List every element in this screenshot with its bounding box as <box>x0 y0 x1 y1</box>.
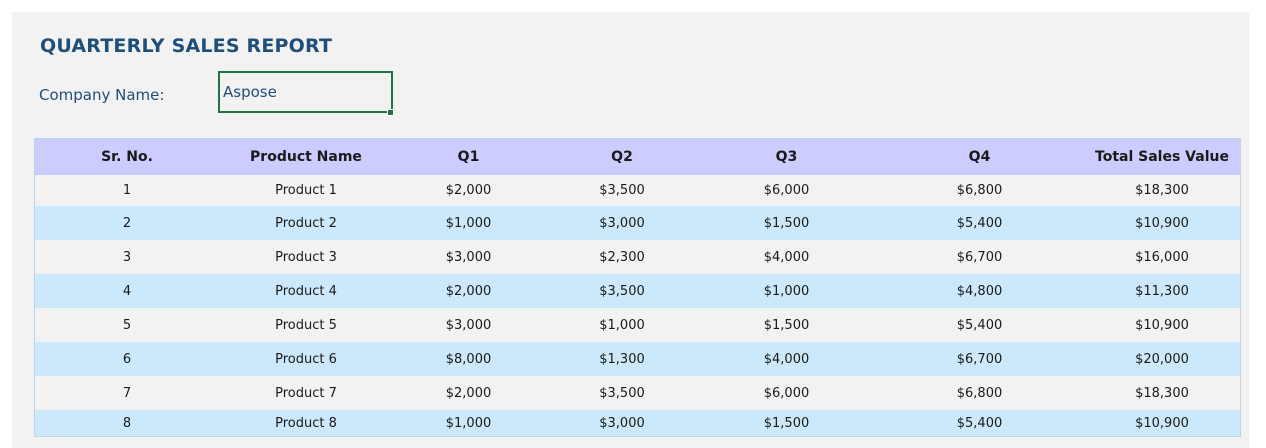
product-name-cell[interactable]: Product 3 <box>219 240 393 274</box>
q2-cell[interactable]: $3,000 <box>544 410 700 436</box>
column-header-q2[interactable]: Q2 <box>544 139 700 175</box>
table-row: 1 Product 1 $2,000 $3,500 $6,000 $6,800 $18,30… <box>35 175 1240 206</box>
product-name-cell[interactable]: Product 2 <box>219 206 393 240</box>
sales-table: Sr. No. Product Name Q1 Q2 Q3 Q4 Total S… <box>34 138 1241 437</box>
q3-cell[interactable]: $6,000 <box>700 376 873 410</box>
total-sales-cell[interactable]: $18,300 <box>1076 376 1240 410</box>
column-header-product-name[interactable]: Product Name <box>219 139 393 175</box>
q4-cell[interactable]: $6,700 <box>873 342 1076 376</box>
q4-cell[interactable]: $5,400 <box>873 206 1076 240</box>
q4-cell[interactable]: $5,400 <box>873 410 1076 436</box>
total-sales-cell[interactable]: $11,300 <box>1076 274 1240 308</box>
column-header-total-sales-value[interactable]: Total Sales Value <box>1076 139 1240 175</box>
q1-cell[interactable]: $2,000 <box>393 274 544 308</box>
product-name-cell[interactable]: Product 7 <box>219 376 393 410</box>
report-title: QUARTERLY SALES REPORT <box>40 35 333 57</box>
table-row: 4 Product 4 $2,000 $3,500 $1,000 $4,800 $11,30… <box>35 274 1240 308</box>
company-name-cell[interactable] <box>218 71 393 113</box>
q4-cell[interactable]: $5,400 <box>873 308 1076 342</box>
q4-cell[interactable]: $6,800 <box>873 175 1076 206</box>
q3-cell[interactable]: $4,000 <box>700 342 873 376</box>
total-sales-cell[interactable]: $10,900 <box>1076 206 1240 240</box>
sr-no-cell[interactable]: 3 <box>35 240 219 274</box>
q1-cell[interactable]: $3,000 <box>393 308 544 342</box>
column-header-sr-no[interactable]: Sr. No. <box>35 139 219 175</box>
q4-cell[interactable]: $4,800 <box>873 274 1076 308</box>
product-name-cell[interactable]: Product 6 <box>219 342 393 376</box>
table-header-row: Sr. No. Product Name Q1 Q2 Q3 Q4 Total S… <box>35 139 1240 175</box>
q2-cell[interactable]: $3,500 <box>544 274 700 308</box>
sr-no-cell[interactable]: 6 <box>35 342 219 376</box>
q3-cell[interactable]: $1,500 <box>700 308 873 342</box>
q2-cell[interactable]: $3,500 <box>544 175 700 206</box>
q1-cell[interactable]: $8,000 <box>393 342 544 376</box>
q2-cell[interactable]: $1,300 <box>544 342 700 376</box>
total-sales-cell[interactable]: $16,000 <box>1076 240 1240 274</box>
column-header-q1[interactable]: Q1 <box>393 139 544 175</box>
sr-no-cell[interactable]: 4 <box>35 274 219 308</box>
q1-cell[interactable]: $1,000 <box>393 206 544 240</box>
product-name-cell[interactable]: Product 5 <box>219 308 393 342</box>
q3-cell[interactable]: $4,000 <box>700 240 873 274</box>
table-row: 5 Product 5 $3,000 $1,000 $1,500 $5,400 $10,90… <box>35 308 1240 342</box>
total-sales-cell[interactable]: $18,300 <box>1076 175 1240 206</box>
q2-cell[interactable]: $3,000 <box>544 206 700 240</box>
q2-cell[interactable]: $1,000 <box>544 308 700 342</box>
column-header-q4[interactable]: Q4 <box>873 139 1076 175</box>
sr-no-cell[interactable]: 1 <box>35 175 219 206</box>
sr-no-cell[interactable]: 5 <box>35 308 219 342</box>
q4-cell[interactable]: $6,800 <box>873 376 1076 410</box>
product-name-cell[interactable]: Product 1 <box>219 175 393 206</box>
worksheet: QUARTERLY SALES REPORT Company Name: Sr.… <box>12 12 1249 448</box>
q3-cell[interactable]: $1,000 <box>700 274 873 308</box>
fill-handle[interactable] <box>387 109 394 116</box>
table-row: 2 Product 2 $1,000 $3,000 $1,500 $5,400 $10,90… <box>35 206 1240 240</box>
sr-no-cell[interactable]: 7 <box>35 376 219 410</box>
table-row: 3 Product 3 $3,000 $2,300 $4,000 $6,700 $16,00… <box>35 240 1240 274</box>
total-sales-cell[interactable]: $10,900 <box>1076 308 1240 342</box>
q1-cell[interactable]: $2,000 <box>393 175 544 206</box>
table-row: 6 Product 6 $8,000 $1,300 $4,000 $6,700 $20,00… <box>35 342 1240 376</box>
table-row: 8 Product 8 $1,000 $3,000 $1,500 $5,400 $10,90… <box>35 410 1240 436</box>
q3-cell[interactable]: $1,500 <box>700 206 873 240</box>
total-sales-cell[interactable]: $10,900 <box>1076 410 1240 436</box>
column-header-q3[interactable]: Q3 <box>700 139 873 175</box>
q2-cell[interactable]: $3,500 <box>544 376 700 410</box>
q4-cell[interactable]: $6,700 <box>873 240 1076 274</box>
sr-no-cell[interactable]: 8 <box>35 410 219 436</box>
table-row: 7 Product 7 $2,000 $3,500 $6,000 $6,800 $18,30… <box>35 376 1240 410</box>
sr-no-cell[interactable]: 2 <box>35 206 219 240</box>
q2-cell[interactable]: $2,300 <box>544 240 700 274</box>
q1-cell[interactable]: $3,000 <box>393 240 544 274</box>
q1-cell[interactable]: $2,000 <box>393 376 544 410</box>
company-name-label: Company Name: <box>39 86 165 104</box>
product-name-cell[interactable]: Product 4 <box>219 274 393 308</box>
q3-cell[interactable]: $1,500 <box>700 410 873 436</box>
q3-cell[interactable]: $6,000 <box>700 175 873 206</box>
q1-cell[interactable]: $1,000 <box>393 410 544 436</box>
product-name-cell[interactable]: Product 8 <box>219 410 393 436</box>
total-sales-cell[interactable]: $20,000 <box>1076 342 1240 376</box>
